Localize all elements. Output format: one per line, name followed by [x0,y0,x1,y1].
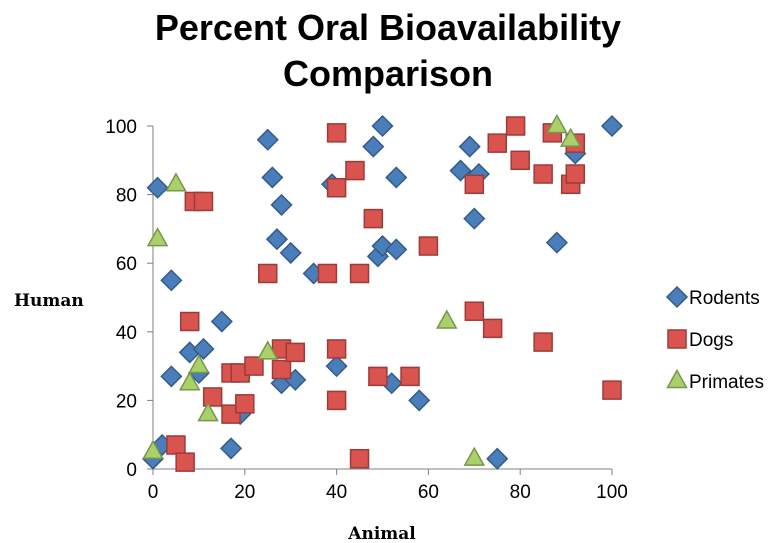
primates-point [142,439,164,460]
dogs-point [175,452,195,472]
dogs-point [418,236,439,256]
dogs-point [487,133,507,153]
legend-diamond-icon [665,285,689,309]
y-tick-label: 40 [116,323,137,344]
series-dogs [166,116,622,472]
y-tick-label: 100 [105,117,137,138]
dogs-point [505,116,526,136]
primates-point [146,227,169,247]
dogs-point [326,390,347,411]
dogs-point [565,164,586,184]
x-tick-label: 20 [234,482,255,503]
dogs-point [235,394,255,414]
dogs-point [317,263,338,284]
dogs-point [166,435,186,455]
x-tick-label: 100 [596,482,628,503]
legend-item-dogs: Dogs [667,329,733,351]
rodents-point [146,176,169,199]
rodents-point [385,238,408,261]
legend-item-rodents: Rodents [665,285,760,309]
legend: Rodents Dogs Primates [665,285,764,393]
rodents-point [408,389,431,412]
dogs-point [533,164,553,184]
rodents-point [160,269,183,292]
dogs-point [193,191,214,212]
rodents-point [325,355,348,378]
series-primates [142,113,582,466]
dogs-point [179,311,200,332]
x-tick-label: 40 [326,482,347,503]
dogs-point [326,177,347,198]
dogs-point [464,301,485,321]
y-tick-label: 0 [126,460,137,481]
tick-layer: 0 20 40 60 80 100 0 20 40 60 80 100 [105,117,628,503]
dogs-point [345,160,365,181]
rodents-point [160,365,183,388]
data-points-layer [141,113,624,472]
y-axis-label: Human [14,291,84,311]
primates-point [256,340,279,360]
chart-title-line-2: Comparison [283,53,493,94]
dogs-point [258,263,278,284]
dogs-point [285,342,306,363]
y-tick-label: 80 [116,186,137,207]
dogs-point [602,380,622,400]
rodents-point [219,437,243,460]
legend-square-icon [667,329,687,349]
rodents-point [261,166,284,189]
rodents-point [486,447,509,470]
rodents-point [279,241,302,264]
dogs-point [400,366,420,387]
x-axis-label: Animal [347,524,416,543]
x-tick-label: 60 [418,482,439,503]
dogs-point [202,387,223,407]
legend-triangle-icon [666,368,688,389]
rodents-point [545,231,568,254]
rodents-point [385,166,408,189]
rodents-point [192,337,215,361]
primates-point [165,172,187,192]
rodents-point [362,135,385,158]
y-tick-label: 20 [116,391,137,412]
legend-label: Rodents [689,288,760,309]
chart-title-line-1: Percent Oral Bioavailability [155,7,621,48]
dogs-point [368,366,388,387]
legend-label: Dogs [689,330,733,351]
dogs-point [533,332,553,352]
primates-point [178,371,201,391]
primates-point [546,113,568,134]
dogs-point [510,150,530,171]
primates-point [435,309,458,329]
rodents-point [270,193,293,216]
legend-item-primates: Primates [666,368,764,393]
legend-label: Primates [689,372,764,393]
primates-point [197,402,219,422]
x-tick-label: 0 [148,482,159,503]
dogs-point [244,356,264,376]
dogs-point [326,123,347,143]
x-tick-label: 80 [510,482,531,503]
dogs-point [271,359,292,380]
rodents-point [463,207,486,230]
dogs-point [363,208,384,229]
rodents-point [371,114,394,138]
dogs-point [326,339,347,359]
rodents-point [256,128,279,151]
rodents-point [458,135,481,158]
rodents-point [600,114,624,138]
dogs-point [349,263,370,284]
rodents-point [210,310,233,333]
dogs-point [464,174,485,195]
primates-point [463,446,486,466]
dogs-point [482,318,503,339]
dogs-point [349,448,370,469]
rodents-point [265,228,288,251]
primates-point [188,354,210,374]
y-tick-label: 60 [116,254,137,275]
primates-point [559,127,582,147]
